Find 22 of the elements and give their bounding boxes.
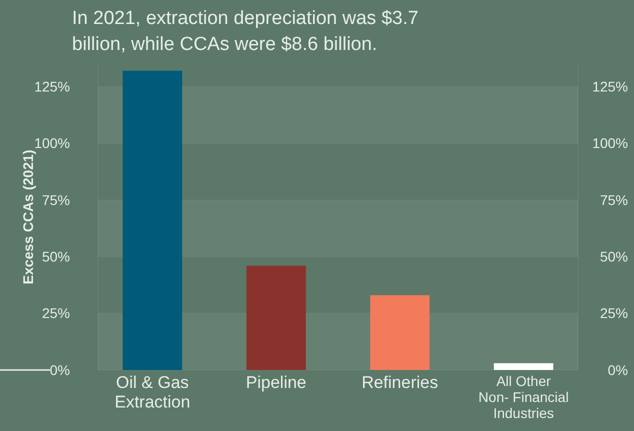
y-tick-label: 0%: [50, 362, 70, 378]
y2-tick-label: 25%: [600, 305, 628, 322]
bar: [370, 295, 430, 370]
y2-tick-label: 50%: [600, 248, 628, 265]
x-tick-label: Oil & Gas Extraction: [114, 373, 190, 412]
y-tick-label: 25%: [42, 305, 70, 322]
y-tick-label: 125%: [34, 78, 70, 95]
x-tick-label: All Other Non- Financial Industries: [478, 373, 569, 422]
y2-tick-label: 75%: [600, 192, 628, 208]
y2-tick-label: 100%: [592, 135, 628, 152]
bar: [122, 70, 182, 370]
x-tick-label: Refineries: [362, 373, 438, 392]
x-tick-label: Pipeline: [246, 373, 306, 392]
y-tick-label: 50%: [42, 248, 70, 265]
y2-tick-label: 0%: [608, 362, 628, 378]
y2-tick-label: 125%: [592, 78, 628, 95]
chart-title: In 2021, extraction depreciation was $3.7 billion, while CCAs were $8.6 billion.: [72, 8, 418, 55]
bar: [494, 363, 554, 370]
y-axis-title: Excess CCAs (2021): [20, 150, 36, 284]
y-tick-label: 75%: [42, 192, 70, 208]
y-tick-label: 100%: [34, 135, 70, 152]
bar: [246, 266, 306, 370]
